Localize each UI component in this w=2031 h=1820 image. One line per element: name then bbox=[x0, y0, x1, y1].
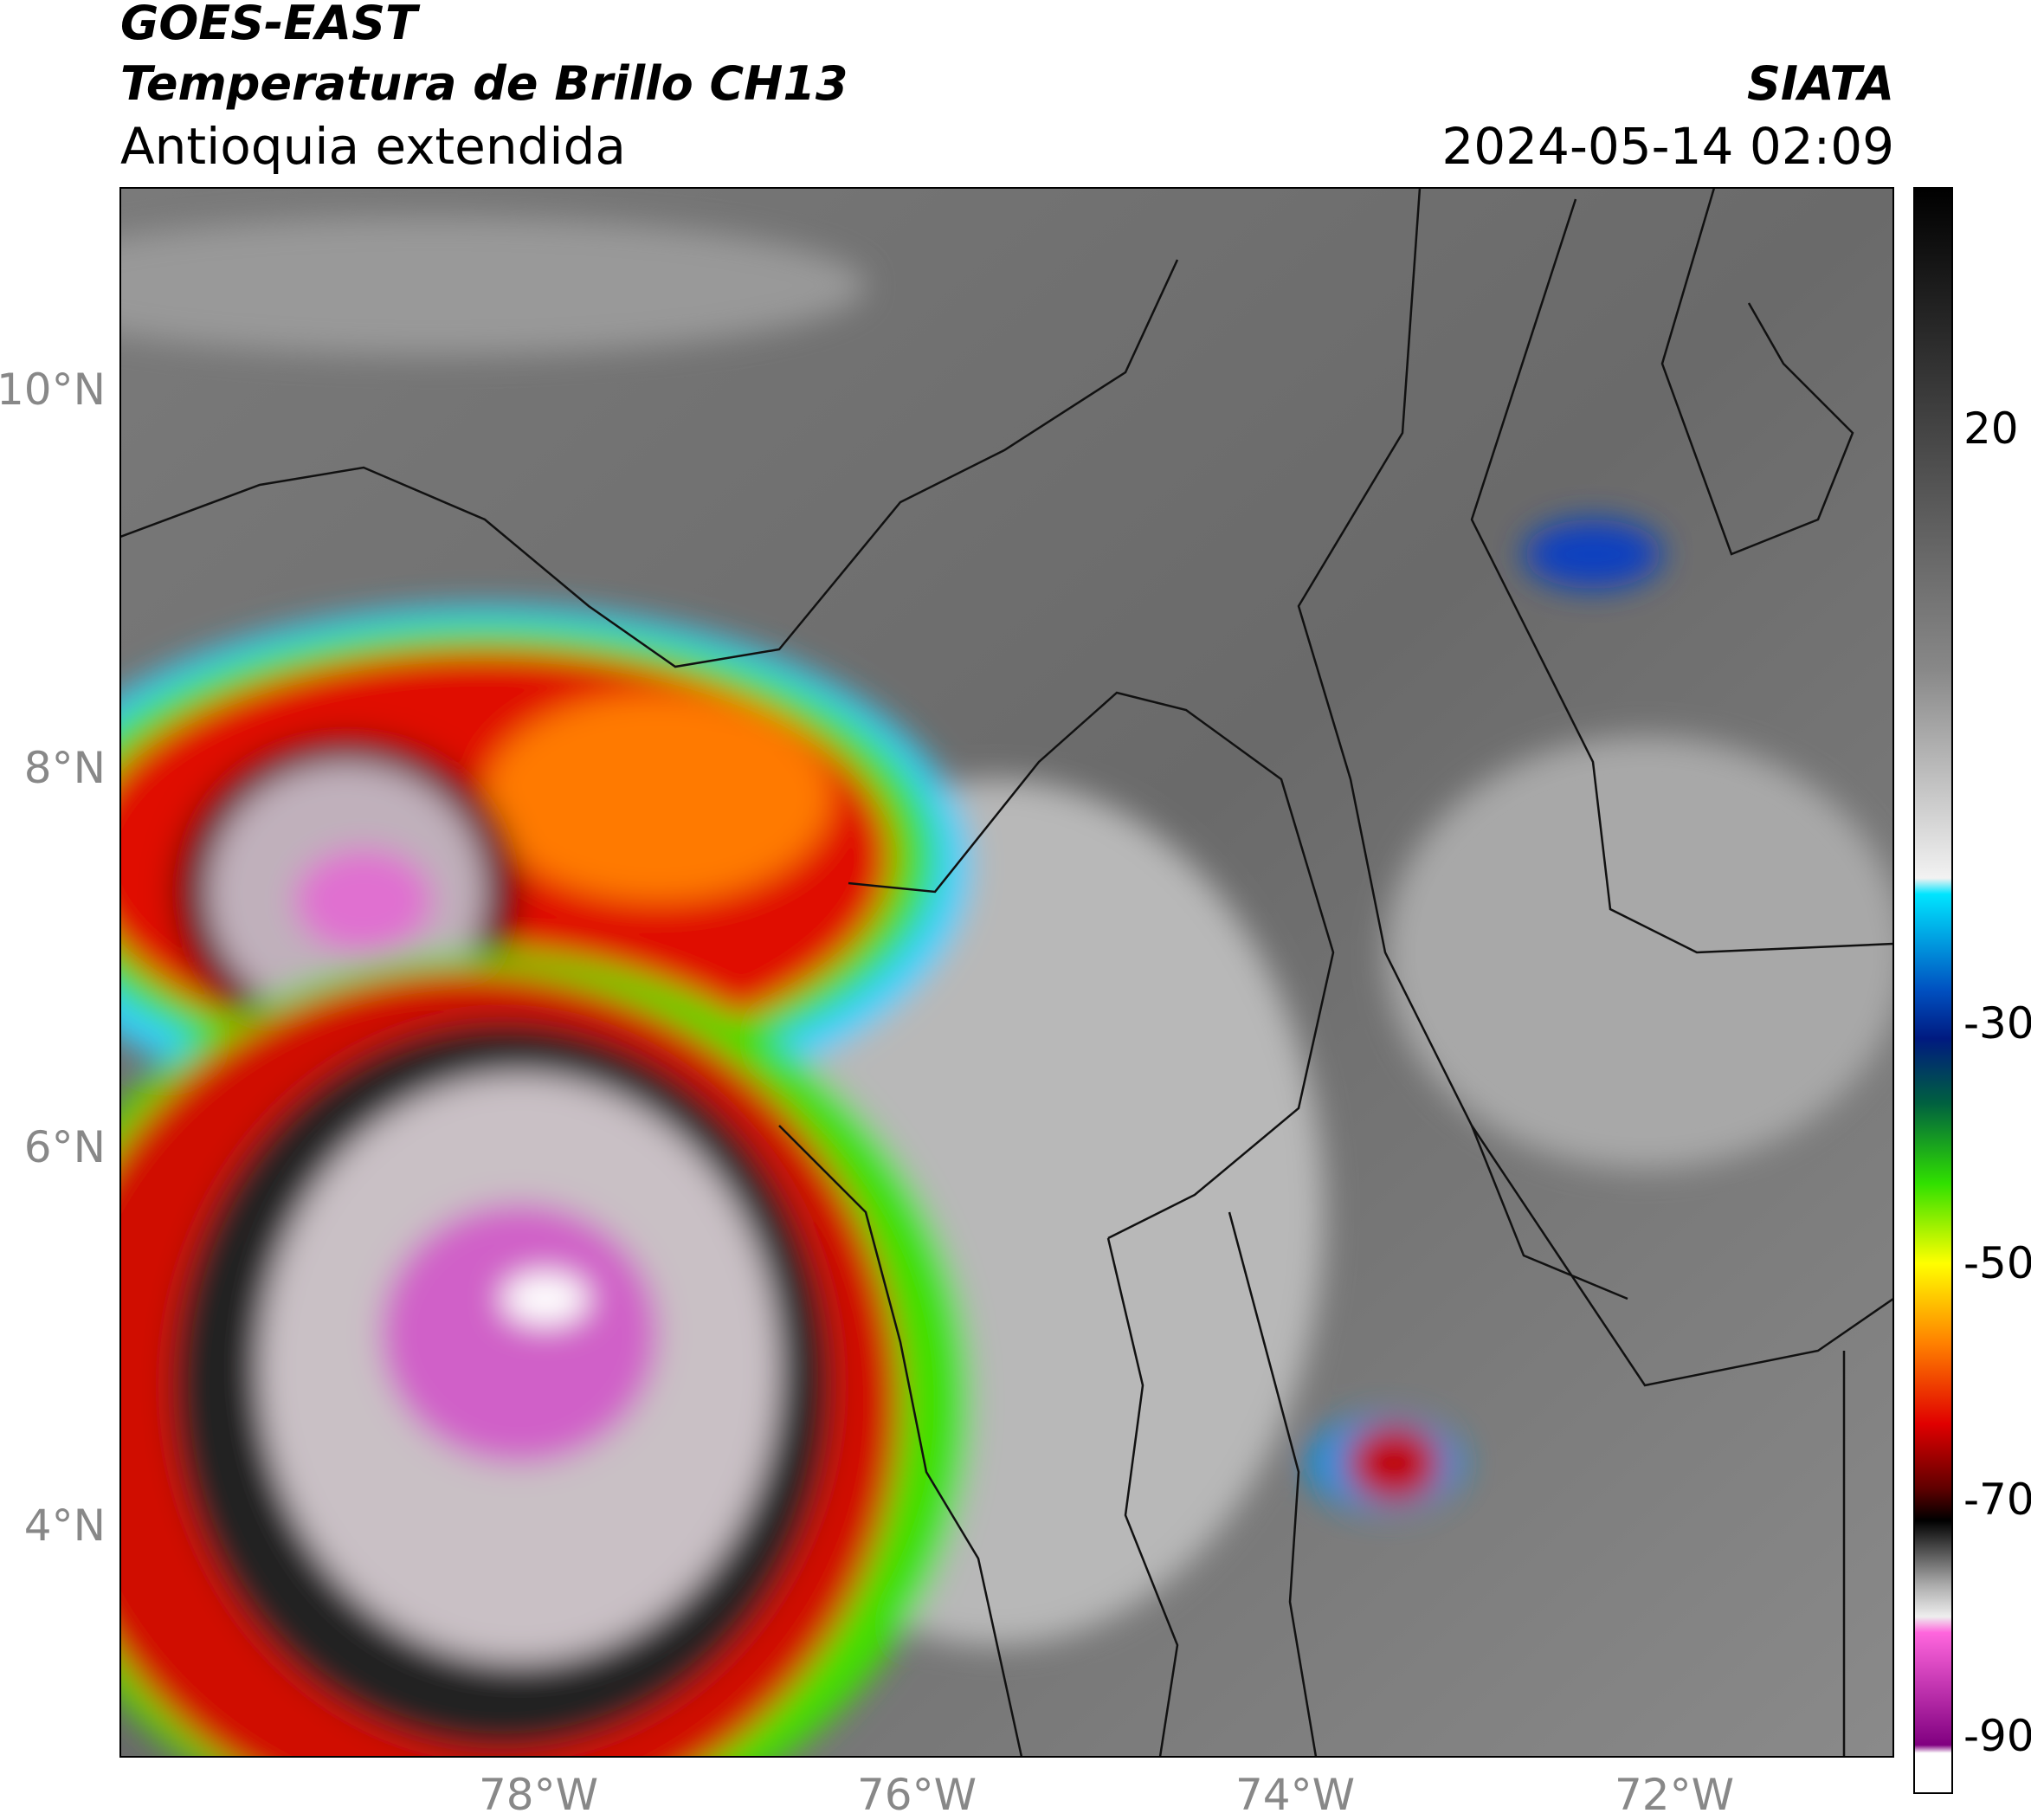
datetime: 2024-05-14 02:09 bbox=[1441, 117, 1894, 176]
colorbar-label: -90 bbox=[1963, 1711, 2031, 1761]
agency: SIATA bbox=[1746, 56, 1894, 111]
colorbar-label: -70 bbox=[1963, 1475, 2031, 1525]
lon-label: 74°W bbox=[1235, 1770, 1356, 1820]
lon-label: 72°W bbox=[1615, 1770, 1735, 1820]
borders bbox=[120, 188, 1893, 1757]
map-frame bbox=[119, 187, 1894, 1758]
lon-label: 76°W bbox=[857, 1770, 977, 1820]
colorbar-label: -50 bbox=[1963, 1238, 2031, 1288]
subtitle: Temperatura de Brillo CH13 bbox=[120, 56, 848, 111]
colorbar-label: 20 bbox=[1963, 403, 2019, 454]
region: Antioquia extendida bbox=[120, 117, 626, 176]
colorbar bbox=[1913, 187, 1953, 1794]
lat-label: 6°N bbox=[23, 1122, 106, 1172]
lat-label: 10°N bbox=[0, 365, 106, 415]
lon-label: 78°W bbox=[479, 1770, 599, 1820]
colorbar-label: -30 bbox=[1963, 998, 2031, 1049]
title: GOES-EAST bbox=[120, 0, 417, 50]
lat-label: 8°N bbox=[23, 743, 106, 793]
satellite-image bbox=[120, 188, 1893, 1757]
lat-label: 4°N bbox=[23, 1501, 106, 1551]
